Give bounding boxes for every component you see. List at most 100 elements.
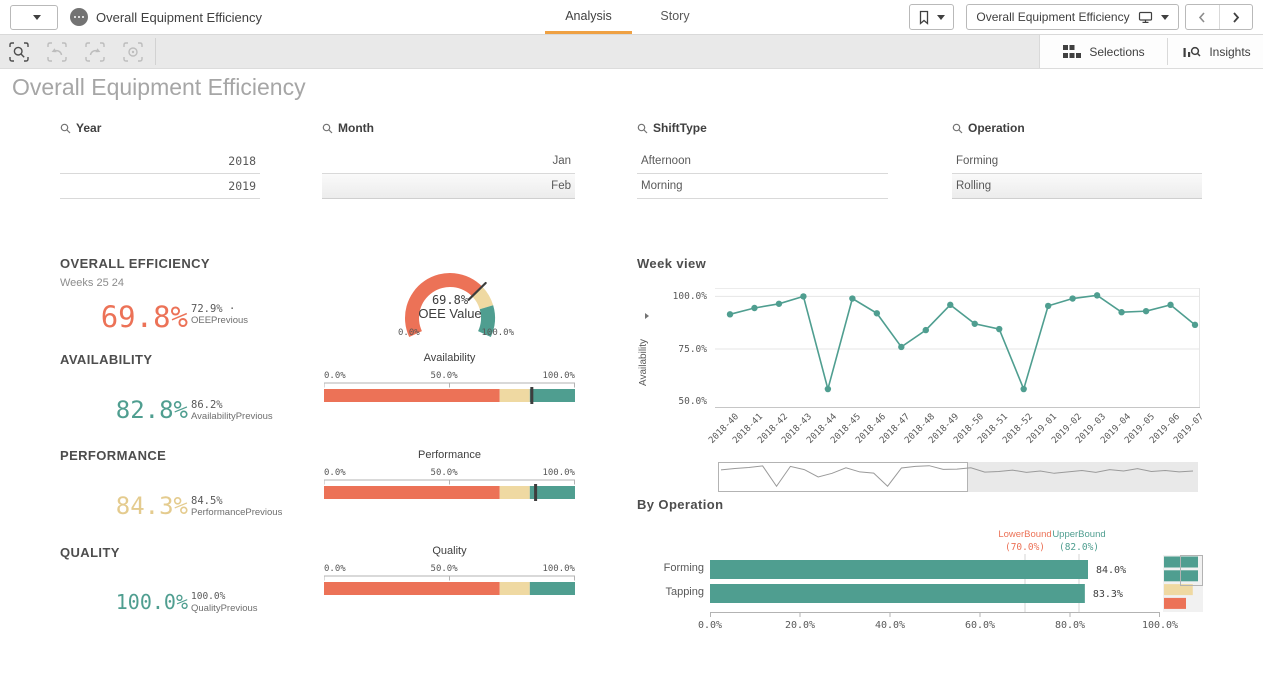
filter-month-list: JanFeb <box>322 149 575 199</box>
mini-navigator-window[interactable] <box>1180 555 1203 586</box>
by-operation-bar-chart[interactable]: 84.0%83.3% <box>710 528 1162 618</box>
app-title: Overall Equipment Efficiency <box>96 10 262 25</box>
list-item[interactable]: 2018 <box>60 149 260 174</box>
undo-button[interactable] <box>44 39 70 65</box>
kpi-availability-previous-value: 86.2% <box>191 399 273 411</box>
list-item[interactable]: Rolling <box>952 174 1202 199</box>
kpi-quality-previous: 100.0% QualityPrevious <box>191 591 258 615</box>
kpi-quality-value[interactable]: 100.0% <box>60 590 188 614</box>
kpi-oee-previous-label: OEEPrevious <box>191 315 248 327</box>
filter-label: Operation <box>968 121 1025 135</box>
y-tick-50: 50.0% <box>655 396 707 407</box>
sheet-icon <box>1138 11 1153 24</box>
toolbar-divider <box>155 38 156 65</box>
tab-analysis[interactable]: Analysis <box>545 0 632 34</box>
performance-bullet-chart[interactable]: Performance 0.0%50.0%100.0% <box>324 449 575 507</box>
y-axis-title[interactable]: Availability <box>638 322 653 402</box>
svg-text:69.8%: 69.8% <box>432 293 469 307</box>
list-item[interactable]: Forming <box>952 149 1202 174</box>
filter-year-list: 20182019 <box>60 149 260 199</box>
kpi-oee-value[interactable]: 69.8% <box>60 300 188 334</box>
bar-category-forming[interactable]: Forming <box>634 562 704 574</box>
bullet-title: Availability <box>324 352 575 368</box>
by-operation-title: By Operation <box>637 497 723 512</box>
search-icon <box>952 123 963 134</box>
bullet-axis-ticks: 0.0%50.0%100.0% <box>324 371 575 381</box>
clear-selections-icon <box>122 41 144 63</box>
kpi-oee-previous: 72.9% · OEEPrevious <box>191 303 248 327</box>
section-title-performance: PERFORMANCE <box>60 448 166 463</box>
list-item[interactable]: Feb <box>322 174 575 199</box>
chevron-down-icon <box>33 15 41 20</box>
toolbar-right-panel: Selections Insights <box>1039 35 1263 68</box>
app-window: Overall Equipment Efficiency Analysis St… <box>0 0 1263 697</box>
insights-button[interactable]: Insights <box>1172 35 1260 68</box>
chevron-down-icon <box>1161 15 1169 20</box>
app-logo-icon[interactable] <box>70 8 88 26</box>
filter-shifttype[interactable]: ShiftType AfternoonMorning <box>637 118 888 199</box>
oee-gauge-chart[interactable]: 69.8%OEE Value 0.0% 100.0% <box>380 260 555 340</box>
svg-text:0.0%: 0.0% <box>398 328 420 338</box>
bar-chart-mini-navigator[interactable] <box>1163 555 1203 612</box>
svg-text:OEE Value: OEE Value <box>418 306 481 321</box>
svg-text:100.0%: 100.0% <box>481 328 514 338</box>
bar-category-tapping[interactable]: Tapping <box>634 586 704 598</box>
list-item[interactable]: 2019 <box>60 174 260 199</box>
x-axis-tick-label: 40.0% <box>865 620 915 631</box>
y-tick-75: 75.0% <box>655 344 707 355</box>
clear-selections-button[interactable] <box>120 39 146 65</box>
navigator-mini-chart[interactable] <box>718 462 1198 492</box>
redo-button[interactable] <box>82 39 108 65</box>
filter-shifttype-header[interactable]: ShiftType <box>637 118 888 138</box>
selections-button[interactable]: Selections <box>1048 35 1160 68</box>
list-item[interactable]: Morning <box>637 174 888 199</box>
filter-operation-header[interactable]: Operation <box>952 118 1202 138</box>
y-tick-100: 100.0% <box>655 291 707 302</box>
bullet-bar[interactable] <box>324 574 575 598</box>
bookmarks-button[interactable] <box>909 4 954 30</box>
section-title-availability: AVAILABILITY <box>60 352 152 367</box>
global-menu-button[interactable] <box>10 5 58 30</box>
bookmark-icon <box>918 10 930 25</box>
selections-label: Selections <box>1089 45 1144 59</box>
kpi-oee-previous-value: 72.9% <box>191 303 223 315</box>
filter-label: ShiftType <box>653 121 707 135</box>
axis-dimension-arrow-icon[interactable] <box>645 313 649 319</box>
list-item[interactable]: Afternoon <box>637 149 888 174</box>
section-title-overall-efficiency: OVERALL EFFICIENCY <box>60 256 210 271</box>
x-axis-tick-label: 20.0% <box>775 620 825 631</box>
toolbar-right-divider <box>1167 38 1168 65</box>
week-view-range-navigator[interactable] <box>718 462 1198 492</box>
bullet-title: Quality <box>324 545 575 561</box>
week-view-line-chart[interactable] <box>715 288 1200 408</box>
tab-story[interactable]: Story <box>645 0 705 31</box>
smart-search-button[interactable] <box>6 39 32 65</box>
page-title: Overall Equipment Efficiency <box>12 74 306 101</box>
kpi-availability-previous: 86.2% AvailabilityPrevious <box>191 399 273 423</box>
filter-month[interactable]: Month JanFeb <box>322 118 575 199</box>
x-axis-tick-label: 0.0% <box>685 620 735 631</box>
search-selection-icon <box>8 41 30 63</box>
bullet-bar[interactable] <box>324 381 575 405</box>
filter-operation[interactable]: Operation FormingRolling <box>952 118 1202 199</box>
filter-label: Month <box>338 121 374 135</box>
bullet-bar[interactable] <box>324 478 575 502</box>
filter-year-header[interactable]: Year <box>60 118 260 138</box>
prev-sheet-button[interactable] <box>1186 5 1220 29</box>
week-view-title: Week view <box>637 256 706 271</box>
availability-bullet-chart[interactable]: Availability 0.0%50.0%100.0% <box>324 352 575 410</box>
kpi-availability-value[interactable]: 82.8% <box>60 396 188 424</box>
sheet-selector-button[interactable]: Overall Equipment Efficiency <box>966 4 1179 30</box>
quality-bullet-chart[interactable]: Quality 0.0%50.0%100.0% <box>324 545 575 603</box>
kpi-performance-value[interactable]: 84.3% <box>60 492 188 520</box>
selection-toolbar: Selections Insights <box>0 35 1263 69</box>
kpi-quality-previous-value: 100.0% <box>191 591 258 603</box>
list-item[interactable]: Jan <box>322 149 575 174</box>
sheet-nav-group <box>1185 4 1253 30</box>
filter-year[interactable]: Year 20182019 <box>60 118 260 199</box>
filter-month-header[interactable]: Month <box>322 118 575 138</box>
chevron-down-icon <box>937 15 945 20</box>
filter-shifttype-list: AfternoonMorning <box>637 149 888 199</box>
kpi-quality-previous-label: QualityPrevious <box>191 603 258 615</box>
next-sheet-button[interactable] <box>1220 5 1253 29</box>
